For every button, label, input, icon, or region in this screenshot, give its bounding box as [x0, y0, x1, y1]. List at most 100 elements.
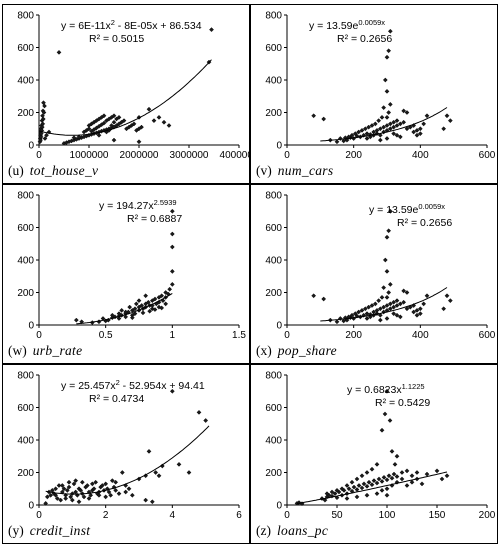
- data-point: [111, 119, 117, 125]
- x-tick-label: 150: [429, 510, 446, 521]
- panel-tag: (z): [256, 523, 271, 538]
- data-point: [404, 468, 410, 474]
- data-point: [391, 311, 397, 317]
- data-point: [337, 136, 343, 141]
- data-point: [296, 500, 302, 505]
- y-tick-label: 800: [17, 371, 34, 382]
- data-point: [394, 479, 400, 485]
- data-point: [391, 119, 397, 125]
- data-point: [163, 301, 169, 307]
- data-point: [334, 319, 340, 325]
- data-point: [411, 129, 417, 135]
- data-point: [159, 305, 165, 311]
- data-point: [362, 306, 368, 312]
- chart-panel-v: 0 200 400 600 800 0 200 400 600 y = 13.59e0.0059x…: [250, 4, 498, 184]
- data-point: [381, 124, 387, 130]
- data-point: [169, 388, 175, 394]
- panel-caption: (w) urb_rate: [8, 343, 82, 359]
- y-tick-label: 400: [265, 76, 282, 87]
- data-point: [382, 411, 388, 417]
- data-point: [387, 418, 393, 423]
- x-tick-label: 0: [36, 150, 42, 161]
- data-point: [352, 311, 358, 317]
- data-point: [346, 314, 352, 320]
- data-point: [384, 234, 390, 240]
- data-point: [339, 486, 345, 492]
- data-point: [424, 113, 430, 119]
- data-point: [366, 304, 372, 310]
- data-point: [311, 293, 317, 299]
- data-point: [367, 314, 373, 320]
- data-point: [121, 118, 127, 124]
- data-point: [329, 493, 335, 499]
- data-point: [156, 473, 162, 479]
- data-point: [39, 127, 45, 133]
- data-point: [417, 126, 423, 132]
- chart-panel-z: 0 200 400 600 800 0 50 100 150 200 y = 0.6823x1.12…: [250, 364, 498, 544]
- data-point: [93, 479, 99, 485]
- data-point: [186, 470, 192, 475]
- data-point: [153, 470, 159, 475]
- y-tick-label: 600: [17, 43, 34, 54]
- data-point: [163, 290, 169, 295]
- data-point: [88, 492, 94, 498]
- trend-line: [45, 425, 210, 495]
- data-point: [349, 312, 355, 318]
- data-point: [386, 473, 392, 479]
- data-point: [119, 470, 125, 475]
- y-tick-label: 200: [265, 288, 282, 299]
- chart-svg-x: 0 200 400 600 800 0 200 400 600 y = 13.59e0.0059x…: [265, 191, 495, 342]
- data-point: [64, 487, 70, 493]
- data-point: [166, 123, 172, 128]
- data-point: [344, 496, 350, 501]
- data-point: [119, 307, 125, 313]
- data-point: [384, 477, 390, 483]
- data-point: [376, 476, 382, 482]
- x-tick-label: 4: [170, 510, 176, 521]
- data-point: [42, 136, 48, 141]
- data-point: [48, 492, 54, 498]
- y-tick-label: 400: [17, 436, 34, 447]
- data-point: [364, 316, 370, 321]
- data-point: [116, 114, 122, 120]
- data-point: [379, 427, 385, 433]
- data-point: [394, 123, 400, 128]
- panel-caption: (z) loans_pc: [256, 523, 328, 539]
- data-point: [38, 137, 43, 143]
- data-point: [354, 487, 360, 492]
- data-point: [136, 476, 142, 482]
- y-tick-label: 600: [17, 403, 34, 414]
- data-point: [372, 121, 378, 127]
- data-point: [356, 483, 362, 488]
- data-point: [209, 27, 214, 33]
- data-point: [101, 113, 107, 119]
- data-point: [364, 483, 370, 489]
- data-point: [386, 228, 392, 234]
- data-point: [354, 476, 360, 482]
- data-point: [382, 77, 388, 83]
- data-point: [86, 126, 92, 132]
- data-point: [109, 312, 115, 318]
- y-tick-label: 200: [17, 288, 34, 299]
- data-point: [376, 118, 382, 124]
- data-point: [399, 470, 405, 475]
- x-tick-label: 100: [379, 510, 396, 521]
- data-point: [377, 306, 383, 312]
- data-point: [447, 298, 453, 304]
- data-point: [159, 293, 165, 299]
- data-point: [139, 124, 144, 130]
- data-point: [334, 495, 340, 501]
- panel-tag: (w): [8, 343, 27, 358]
- data-point: [392, 461, 398, 467]
- data-point: [387, 28, 393, 34]
- data-point: [108, 492, 114, 498]
- y-tick-label: 800: [17, 191, 34, 202]
- data-point: [366, 124, 372, 130]
- data-point: [123, 309, 129, 315]
- x-tick-label: 6: [236, 510, 242, 521]
- y-tick-label: 0: [28, 141, 34, 152]
- data-point: [84, 483, 90, 488]
- data-point: [394, 312, 400, 318]
- data-point: [86, 489, 92, 495]
